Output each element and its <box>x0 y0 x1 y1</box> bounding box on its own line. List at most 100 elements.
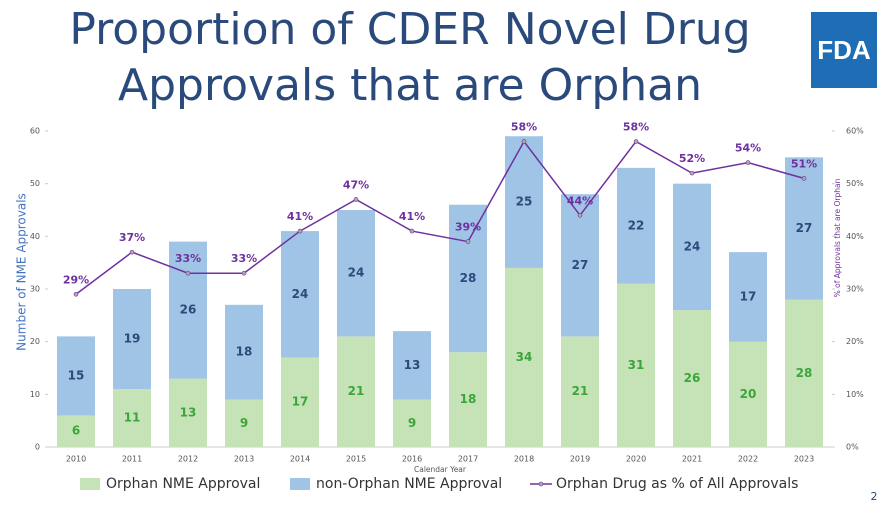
line-marker <box>241 270 247 276</box>
y2-tick-label: 30% <box>846 285 864 294</box>
bar-value-label: 17 <box>740 289 757 303</box>
slide-title: Proportion of CDER Novel Drug Approvals … <box>69 4 751 111</box>
bar-value-label: 15 <box>68 368 85 382</box>
bar-segment <box>673 310 711 447</box>
x-tick-label: 2023 <box>794 455 814 464</box>
bar-value-label: 24 <box>348 266 365 280</box>
bar-segment <box>225 304 263 400</box>
line-marker <box>297 228 303 234</box>
line-marker <box>745 160 751 165</box>
y-tick-label: 30 <box>30 285 40 294</box>
x-tick-label: 2013 <box>234 455 254 464</box>
line-value-label: 44% <box>567 194 593 207</box>
bar-value-label: 17 <box>292 395 309 409</box>
line-value-label: 41% <box>287 210 313 223</box>
y2-axis-label: % of Approvals that are Orphan <box>833 178 842 297</box>
bar-value-label: 18 <box>236 345 253 359</box>
line-marker <box>521 139 527 144</box>
bar-segment <box>57 415 95 447</box>
logo: FDA <box>811 12 877 88</box>
bar-value-label: 27 <box>796 221 813 235</box>
bar-value-label: 27 <box>572 258 589 272</box>
bar-segment <box>337 336 375 447</box>
bar-segment <box>393 399 431 447</box>
bar-segment <box>113 389 151 447</box>
legend-swatch <box>290 478 310 490</box>
line-value-label: 33% <box>231 252 257 265</box>
bar-segment <box>449 352 487 447</box>
bar-value-label: 20 <box>740 387 757 401</box>
bar-value-label: 6 <box>72 424 80 438</box>
line-value-label: 58% <box>623 121 649 134</box>
bar-segment <box>169 241 207 379</box>
line-marker <box>73 291 79 297</box>
bar-segment <box>393 331 431 400</box>
line-value-label: 54% <box>735 142 761 155</box>
x-tick-label: 2021 <box>682 455 702 464</box>
y-tick-label: 60 <box>30 127 40 136</box>
line-marker <box>409 228 415 234</box>
bar-value-label: 21 <box>572 384 589 398</box>
bar-segment <box>169 378 207 447</box>
legend-label: Orphan Drug as % of All Approvals <box>556 476 798 492</box>
bar-value-label: 19 <box>124 332 141 346</box>
page-number: 2 <box>871 490 878 503</box>
bar-segment <box>449 204 487 353</box>
bar-segment <box>785 157 823 300</box>
line-marker <box>577 212 583 218</box>
legend-marker <box>538 481 544 487</box>
legend-swatch <box>80 478 100 490</box>
bar-segment <box>113 289 151 390</box>
line-value-label: 39% <box>455 221 481 234</box>
bar-value-label: 24 <box>292 287 309 301</box>
x-tick-label: 2022 <box>738 455 758 464</box>
bar-value-label: 13 <box>404 358 421 372</box>
bar-segment <box>617 283 655 447</box>
line-value-label: 41% <box>399 210 425 223</box>
bar-segment <box>505 267 543 447</box>
bar-segment <box>729 341 767 447</box>
bar-value-label: 28 <box>796 366 813 380</box>
bar-segment <box>281 357 319 447</box>
line-marker <box>129 249 135 255</box>
line-value-label: 29% <box>63 273 89 286</box>
y2-tick-label: 20% <box>846 337 864 346</box>
x-tick-label: 2020 <box>626 455 646 464</box>
x-axis-label: Calendar Year <box>414 465 467 474</box>
bar-value-label: 18 <box>460 392 477 406</box>
line-marker <box>465 239 471 244</box>
y2-tick-label: 10% <box>846 390 864 399</box>
line-value-label: 51% <box>791 157 817 170</box>
bar-value-label: 13 <box>180 405 197 419</box>
x-tick-label: 2017 <box>458 455 478 464</box>
x-tick-label: 2019 <box>570 455 590 464</box>
line-value-label: 47% <box>343 178 369 191</box>
x-tick-label: 2018 <box>514 455 534 464</box>
bar-segment <box>673 183 711 311</box>
line-marker <box>185 270 191 276</box>
x-tick-label: 2010 <box>66 455 86 464</box>
bar-segment <box>617 167 655 284</box>
y2-tick-label: 50% <box>846 179 864 188</box>
y-tick-label: 40 <box>30 232 40 241</box>
bar-segment <box>561 336 599 447</box>
bar-value-label: 11 <box>124 411 141 425</box>
bar-value-label: 9 <box>408 416 416 430</box>
bar-value-label: 31 <box>628 358 645 372</box>
y-tick-label: 20 <box>30 337 40 346</box>
line-marker <box>689 170 695 176</box>
y-tick-label: 10 <box>30 390 40 399</box>
line-value-label: 33% <box>175 252 201 265</box>
legend-label: Orphan NME Approval <box>106 476 260 492</box>
line <box>75 140 805 295</box>
y-tick-label: 50 <box>30 179 40 188</box>
x-tick-label: 2011 <box>122 455 142 464</box>
line-marker <box>353 197 359 202</box>
bar-value-label: 25 <box>516 195 533 209</box>
y2-tick-label: 40% <box>846 232 864 241</box>
x-tick-label: 2012 <box>178 455 198 464</box>
line-value-label: 58% <box>511 121 537 134</box>
bar-segment <box>337 210 375 337</box>
x-tick-label: 2015 <box>346 455 366 464</box>
